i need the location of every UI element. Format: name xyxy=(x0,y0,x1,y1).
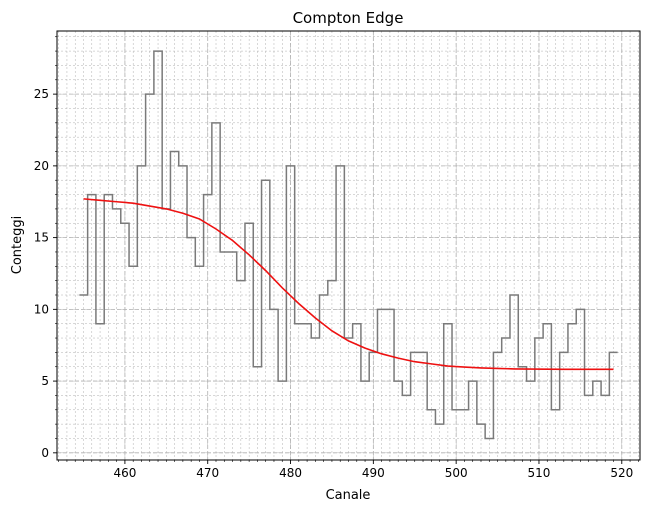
y-tick-label: 20 xyxy=(34,159,49,173)
y-tick-label: 5 xyxy=(41,374,49,388)
y-tick-label: 25 xyxy=(34,87,49,101)
grid xyxy=(57,31,640,460)
y-tick-label: 0 xyxy=(41,446,49,460)
y-axis-label: Conteggi xyxy=(10,216,25,274)
y-tick-label: 15 xyxy=(34,231,49,245)
y-tick-label: 10 xyxy=(34,302,49,316)
x-tick-label: 480 xyxy=(279,466,302,480)
x-tick-label: 520 xyxy=(610,466,633,480)
x-axis-label: Canale xyxy=(326,488,371,503)
chart-title: Compton Edge xyxy=(293,9,404,27)
x-tick-label: 470 xyxy=(196,466,219,480)
x-tick-label: 460 xyxy=(113,466,136,480)
x-tick-label: 500 xyxy=(445,466,468,480)
fit-curve xyxy=(83,198,614,371)
x-tick-label: 510 xyxy=(528,466,551,480)
plot-area xyxy=(79,50,618,440)
x-tick-label: 490 xyxy=(362,466,385,480)
